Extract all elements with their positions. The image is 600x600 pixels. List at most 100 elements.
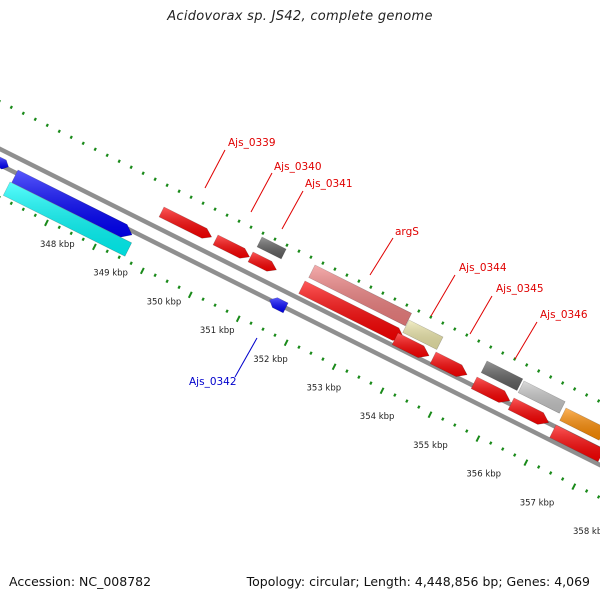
gene-Ajs_0342[interactable] xyxy=(269,297,289,314)
gene-labels: Ajs_0339 Ajs_0340 Ajs_0341 argS Ajs_0344 Ajs_… xyxy=(189,137,588,388)
gene-block-cyan[interactable] xyxy=(2,181,133,257)
accession-text: Accession: NC_008782 xyxy=(9,574,152,589)
tick-mark xyxy=(571,483,577,490)
tick-rings xyxy=(0,100,600,499)
gene-Ajs_0346-cds2[interactable] xyxy=(507,397,550,425)
tick-mark xyxy=(309,255,313,259)
leader-line xyxy=(369,237,394,276)
tick-mark xyxy=(9,201,13,206)
gene-label[interactable]: Ajs_0339 xyxy=(228,137,276,149)
tick-mark xyxy=(177,189,181,194)
gene-label[interactable]: Ajs_0340 xyxy=(274,161,322,173)
tick-mark xyxy=(453,423,457,427)
tick-mark xyxy=(153,273,157,278)
scale-label: 350 kbp xyxy=(147,297,182,307)
tick-mark xyxy=(465,333,469,337)
scale-label: 348 kbp xyxy=(40,240,75,250)
tick-mark xyxy=(261,327,265,332)
scale-label: 349 kbp xyxy=(93,269,128,279)
gene-label[interactable]: Ajs_0342 xyxy=(189,376,237,388)
tick-mark xyxy=(297,249,301,253)
leader-line xyxy=(281,190,304,230)
tick-mark xyxy=(537,369,541,373)
scale-label: 357 kbp xyxy=(520,498,555,508)
gene-Ajs_0346-grey[interactable] xyxy=(480,360,524,391)
tick-mark xyxy=(333,267,337,271)
tick-mark xyxy=(105,249,109,254)
tick-mark xyxy=(297,345,301,349)
tick-mark xyxy=(321,261,325,265)
tick-mark xyxy=(139,267,145,275)
gene-block-blue-small[interactable] xyxy=(0,156,9,170)
gene-Ajs_0344-cds[interactable] xyxy=(391,332,430,358)
tick-mark xyxy=(381,291,385,295)
backbone xyxy=(0,146,600,468)
gene-Ajs_0346-cds[interactable] xyxy=(470,376,511,403)
tick-mark xyxy=(249,225,253,230)
tick-mark xyxy=(393,393,397,397)
tick-mark xyxy=(237,219,241,224)
tick-mark xyxy=(189,195,193,200)
tick-mark xyxy=(21,207,25,212)
tick-mark xyxy=(417,405,421,409)
gene-Ajs_0339[interactable] xyxy=(158,206,213,239)
tick-mark xyxy=(405,399,409,403)
gene-label[interactable]: Ajs_0344 xyxy=(459,262,507,274)
scale-labels: 348 kbp 349 kbp 350 kbp 351 kbp 352 kbp 353 k… xyxy=(40,240,600,537)
tick-mark xyxy=(93,147,97,152)
tick-mark xyxy=(465,429,469,433)
tick-mark xyxy=(129,165,133,170)
tick-mark xyxy=(44,219,49,227)
gene-orange[interactable] xyxy=(559,407,600,441)
tick-mark xyxy=(117,159,121,164)
tick-mark xyxy=(45,123,49,128)
tick-mark xyxy=(477,339,481,343)
gene-Ajs_0346-lightgrey[interactable] xyxy=(517,380,566,414)
gene-Ajs_0345[interactable] xyxy=(429,351,468,377)
tick-mark xyxy=(249,321,253,326)
tick-mark xyxy=(537,465,541,469)
tick-mark xyxy=(596,399,600,403)
gene-Ajs_0341b[interactable] xyxy=(247,251,277,272)
tick-mark xyxy=(357,375,361,379)
tick-mark xyxy=(261,231,265,236)
gene-label[interactable]: Ajs_0346 xyxy=(540,309,588,321)
tick-mark xyxy=(33,117,37,122)
gene-Ajs_0344[interactable] xyxy=(402,319,444,350)
gene-label[interactable]: Ajs_0345 xyxy=(496,283,544,295)
gene-block-blue-upper[interactable] xyxy=(11,169,133,238)
scale-label: 358 kbp xyxy=(573,527,600,537)
gene-argS[interactable] xyxy=(308,264,413,327)
scale-label: 351 kbp xyxy=(200,326,235,336)
gene-label[interactable]: Ajs_0341 xyxy=(305,178,353,190)
tick-mark xyxy=(453,327,457,331)
tick-mark xyxy=(489,345,493,349)
gene-red-tail[interactable] xyxy=(549,424,600,463)
tick-mark xyxy=(187,291,193,299)
tick-mark xyxy=(235,315,241,323)
tick-mark xyxy=(225,213,229,218)
tick-mark xyxy=(273,237,277,242)
tick-mark xyxy=(321,357,325,361)
tick-mark xyxy=(117,255,121,260)
gene-Ajs_0340[interactable] xyxy=(212,234,251,259)
tick-mark xyxy=(153,177,157,182)
tick-mark xyxy=(201,297,205,302)
tick-mark xyxy=(92,243,97,251)
tick-mark xyxy=(273,333,277,338)
scale-label: 355 kbp xyxy=(413,441,448,451)
tick-mark xyxy=(285,243,289,247)
tick-mark xyxy=(560,381,565,385)
tick-mark xyxy=(501,447,505,451)
leader-line xyxy=(514,321,538,360)
tick-mark xyxy=(513,453,517,457)
gene-label[interactable]: argS xyxy=(395,226,419,238)
leader-line xyxy=(469,295,493,335)
tick-mark xyxy=(441,321,445,325)
tick-mark xyxy=(393,297,397,301)
tick-mark xyxy=(548,471,553,475)
scale-label: 354 kbp xyxy=(360,412,395,422)
tick-mark xyxy=(525,363,529,367)
gene-Ajs_0341[interactable] xyxy=(256,236,287,260)
